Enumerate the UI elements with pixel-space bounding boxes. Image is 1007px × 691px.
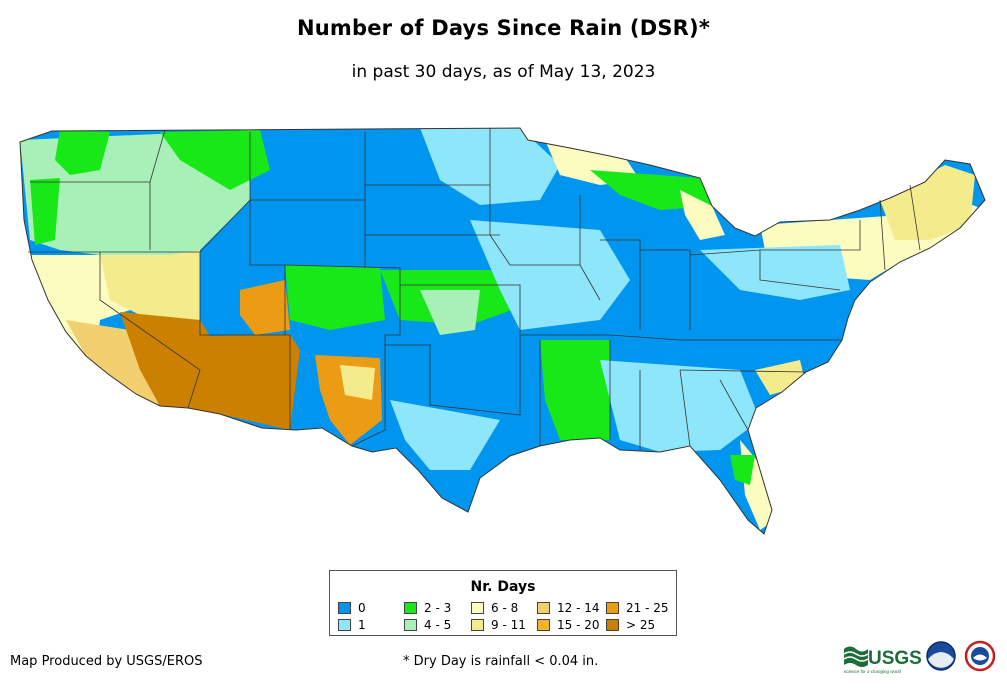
region-new-england-9-11 bbox=[880, 165, 975, 240]
legend-item-1: 1 bbox=[338, 619, 366, 631]
legend-swatch bbox=[404, 619, 417, 631]
legend-item-0: 0 bbox=[338, 602, 366, 614]
legend-swatch bbox=[338, 619, 351, 631]
legend-swatch bbox=[338, 602, 351, 614]
legend-item-6-8: 6 - 8 bbox=[471, 602, 518, 614]
usgs-text: USGS bbox=[868, 648, 922, 669]
region-nevada-9-11 bbox=[100, 250, 200, 325]
legend-title: Nr. Days bbox=[470, 579, 536, 595]
region-michigan-6-8 bbox=[680, 190, 725, 240]
legend-swatch bbox=[537, 602, 550, 614]
legend-swatch bbox=[404, 602, 417, 614]
map-credit: Map Produced by USGS/EROS bbox=[10, 654, 203, 669]
agency-logos: USGS science for a changing world bbox=[843, 640, 996, 674]
map-legend: Nr. Days 0 1 2 - 3 4 - 5 6 - 8 9 - 11 12… bbox=[329, 570, 677, 636]
usgs-tagline: science for a changing world bbox=[844, 669, 902, 674]
legend-item-9-11: 9 - 11 bbox=[471, 619, 526, 631]
legend-item-21-25: 21 - 25 bbox=[606, 602, 669, 614]
region-southwest-over-25 bbox=[120, 312, 300, 430]
map-subtitle: in past 30 days, as of May 13, 2023 bbox=[351, 62, 656, 82]
map-footnote: * Dry Day is rainfall < 0.04 in. bbox=[403, 654, 599, 669]
region-northwest-2-3-a bbox=[55, 130, 110, 175]
region-arizona-21-25 bbox=[240, 280, 290, 335]
region-socal-12-14 bbox=[66, 320, 160, 408]
us-dsr-map bbox=[19, 127, 986, 535]
legend-swatch bbox=[606, 619, 619, 631]
dsr-category-regions bbox=[20, 128, 985, 530]
map-title: Number of Days Since Rain (DSR)* bbox=[296, 16, 711, 40]
region-lower-mississippi-2-3 bbox=[540, 340, 610, 440]
legend-swatch bbox=[606, 602, 619, 614]
noaa-logo bbox=[926, 641, 956, 671]
region-northwest-2-3-b bbox=[160, 130, 270, 190]
region-upper-midwest-2-3 bbox=[590, 170, 712, 210]
region-plains-4-5 bbox=[420, 290, 480, 335]
region-northwest-2-3-c bbox=[30, 178, 60, 245]
national-weather-service-logo bbox=[964, 640, 996, 672]
region-colorado-2-3 bbox=[285, 265, 385, 330]
legend-swatch bbox=[537, 619, 550, 631]
legend-swatch bbox=[471, 619, 484, 631]
region-midwest-1 bbox=[470, 220, 630, 330]
usgs-logo: USGS science for a changing world bbox=[843, 646, 922, 674]
legend-item-2-3: 2 - 3 bbox=[404, 602, 451, 614]
region-new-mexico-9-11 bbox=[340, 365, 375, 400]
region-texas-1 bbox=[390, 400, 500, 470]
legend-item-over-25: > 25 bbox=[606, 619, 655, 631]
region-florida-2-3 bbox=[730, 455, 755, 485]
legend-item-4-5: 4 - 5 bbox=[404, 619, 451, 631]
legend-item-15-20: 15 - 20 bbox=[537, 619, 600, 631]
us-landmass bbox=[20, 128, 985, 534]
state-boundaries bbox=[19, 127, 986, 535]
legend-item-12-14: 12 - 14 bbox=[537, 602, 600, 614]
legend-swatch bbox=[471, 602, 484, 614]
